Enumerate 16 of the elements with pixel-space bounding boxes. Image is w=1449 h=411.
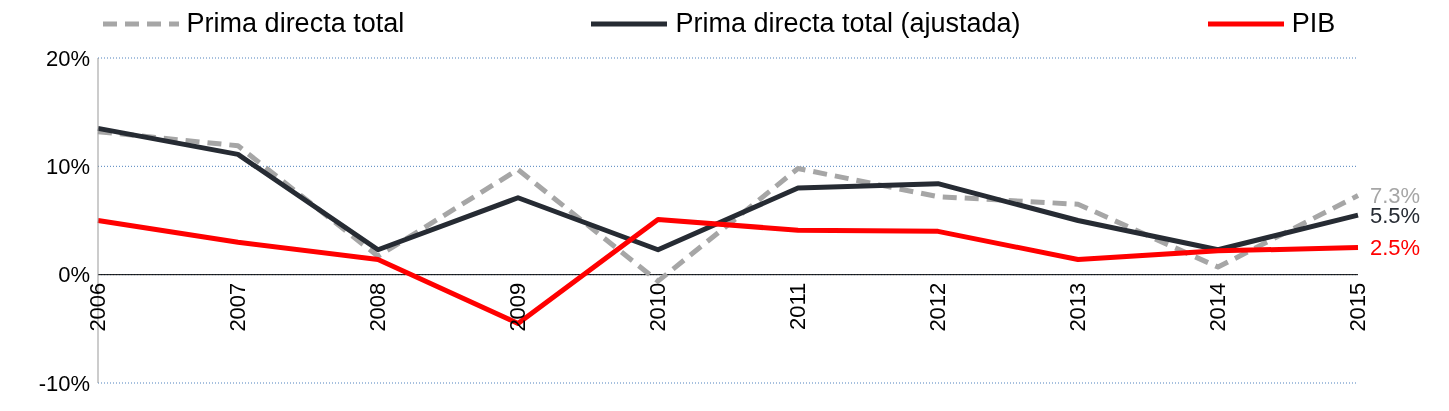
x-tick-label: 2007	[225, 282, 251, 332]
x-tick-label: 2011	[785, 282, 811, 330]
x-tick-label: 2012	[925, 282, 951, 332]
x-tick-label: 2010	[645, 282, 671, 332]
y-tick-label: -10%	[38, 370, 90, 396]
legend-label: Prima directa total (ajustada)	[675, 8, 1021, 39]
y-tick-label: 20%	[45, 45, 90, 71]
legend-label: PIB	[1291, 8, 1336, 39]
x-tick-label: 2008	[365, 282, 391, 332]
x-tick-label: 2013	[1065, 282, 1091, 332]
x-tick-label: 2015	[1345, 282, 1371, 332]
legend-label: Prima directa total	[186, 8, 405, 39]
x-tick-label: 2009	[505, 282, 531, 332]
x-tick-label: 2014	[1205, 282, 1231, 332]
y-tick-label: 10%	[45, 154, 90, 180]
data-label: 2.5%	[1370, 235, 1421, 261]
